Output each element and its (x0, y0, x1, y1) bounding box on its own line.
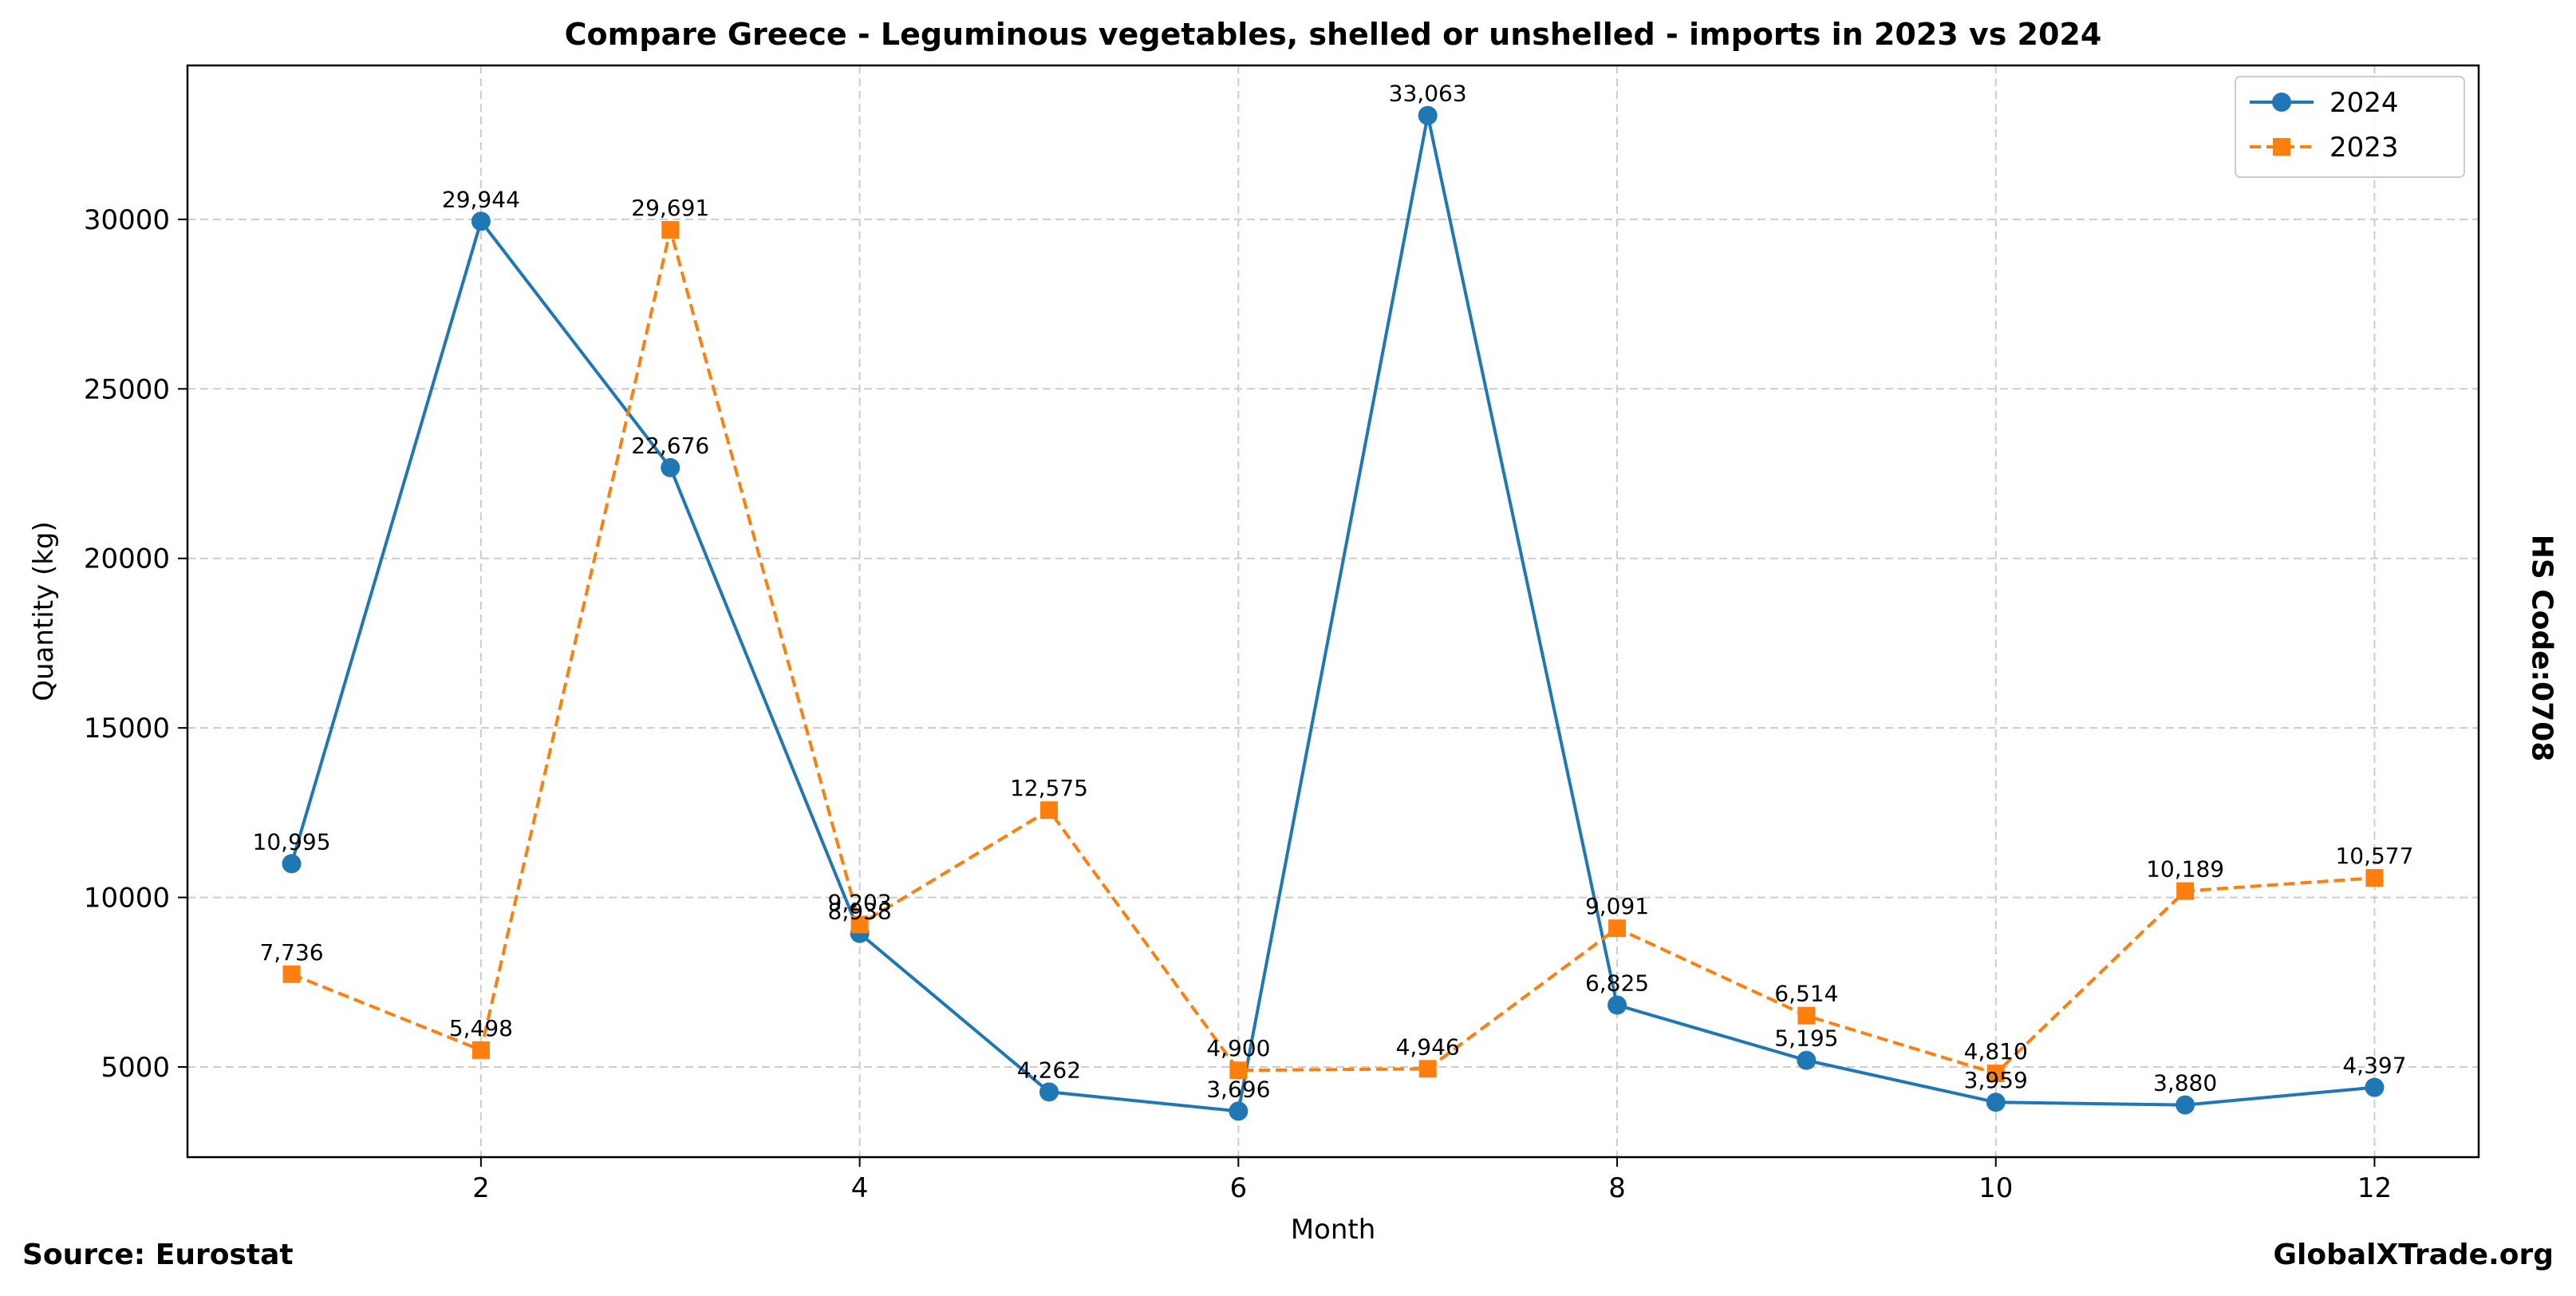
series-2023-point (850, 915, 869, 934)
chart-title: Compare Greece - Leguminous vegetables, … (565, 17, 2102, 52)
series-2023-point (1608, 919, 1627, 938)
series-2024-data-label: 3,696 (1206, 1076, 1270, 1102)
series-2024-data-label: 29,944 (442, 186, 520, 212)
y-tick-label: 10000 (84, 883, 170, 915)
x-tick-label: 2 (472, 1172, 490, 1204)
y-tick-label: 20000 (84, 543, 170, 575)
legend-label-2023: 2023 (2329, 132, 2399, 164)
series-2024-point (2176, 1095, 2195, 1115)
series-2023-line (290, 228, 2375, 1076)
series-2023-data-label: 10,189 (2146, 856, 2224, 883)
series-2024-data-label: 3,880 (2153, 1070, 2217, 1096)
series-2024-point (1418, 105, 1438, 125)
series-2023-point (282, 965, 301, 983)
legend-label-2024: 2024 (2329, 87, 2399, 119)
series-2023-data-label: 6,514 (1774, 981, 1838, 1007)
x-tick-label: 12 (2357, 1172, 2392, 1204)
series-2023-data-label: 5,498 (449, 1015, 513, 1041)
series-2023-data-label: 4,900 (1206, 1035, 1270, 1061)
series-2024-data-label: 10,995 (253, 828, 331, 855)
site-credit: GlobalXTrade.org (2273, 1239, 2554, 1271)
data-labels: 10,995 29,944 22,676 8,938 4,262 3,696 33,063 6… (253, 81, 2414, 1103)
x-tick-label: 8 (1608, 1172, 1626, 1204)
x-tick-label: 6 (1230, 1172, 1248, 1204)
grid-lines (187, 65, 2479, 1157)
series-2024-point (471, 211, 491, 231)
series-2023-point (471, 1041, 490, 1059)
series-2023-point (2365, 869, 2384, 887)
series-2024-point (1797, 1050, 1817, 1070)
series-2024-point (282, 854, 302, 874)
series-2024-point (661, 458, 680, 478)
hs-code-label: HS Code:0708 (2525, 534, 2558, 762)
series-2023-point (1797, 1006, 1816, 1025)
series-2024-data-label: 6,825 (1585, 970, 1649, 996)
series-2024-data-label: 4,262 (1017, 1057, 1081, 1083)
legend: 2024 2023 (2235, 76, 2465, 178)
x-axis-label: Month (1291, 1214, 1376, 1246)
series-2024-data-label: 33,063 (1389, 81, 1467, 107)
legend-marker-2023 (2273, 138, 2290, 156)
series-2023-data-label: 10,577 (2335, 843, 2413, 869)
series-2024-data-label: 8,938 (828, 899, 892, 925)
plot-frame (186, 64, 2480, 1159)
series-2023-data-label: 9,203 (828, 889, 892, 915)
series-2024-data-label: 4,397 (2342, 1053, 2406, 1079)
y-tick-label: 25000 (84, 373, 170, 405)
y-tick-label: 30000 (84, 204, 170, 236)
series-2023-point (2176, 882, 2195, 900)
axes: 2 4 6 8 10 12 5000 10000 15000 20000 25000 30000 (84, 204, 2392, 1204)
source-note: Source: Eurostat (22, 1239, 294, 1271)
series-2023-point (661, 221, 680, 239)
series-2024-data-label: 5,195 (1774, 1025, 1838, 1052)
series-2024-point (1039, 1082, 1059, 1102)
series-2023-data-label: 7,736 (259, 939, 323, 966)
x-tick-label: 10 (1978, 1172, 2013, 1204)
series-2023-point (1039, 801, 1058, 820)
series-2023-data-label: 9,091 (1585, 893, 1649, 919)
series-2023-point (1986, 1065, 2005, 1083)
legend-marker-2024 (2272, 93, 2291, 112)
series-2024-line (290, 113, 2375, 1113)
series-2023-point (1418, 1060, 1437, 1078)
series-2023-data-label: 4,946 (1396, 1033, 1460, 1060)
series-2024-point (2365, 1077, 2385, 1097)
series-2024-point (1229, 1101, 1249, 1121)
y-tick-label: 5000 (101, 1052, 170, 1084)
series-2023-data-label: 29,691 (631, 195, 709, 221)
y-tick-label: 15000 (84, 713, 170, 745)
series-2024-point (1608, 995, 1627, 1015)
series-layer (282, 105, 2385, 1121)
series-2023-data-label: 4,810 (1964, 1038, 2028, 1065)
series-2024-data-label: 22,676 (631, 433, 709, 459)
series-2023-point (1229, 1061, 1248, 1080)
series-2024-point (1986, 1093, 2006, 1112)
y-axis-label: Quantity (kg) (28, 521, 60, 701)
series-2023-data-label: 12,575 (1010, 775, 1088, 801)
x-tick-label: 4 (851, 1172, 869, 1204)
series-2024-data-label: 3,959 (1964, 1067, 2028, 1093)
